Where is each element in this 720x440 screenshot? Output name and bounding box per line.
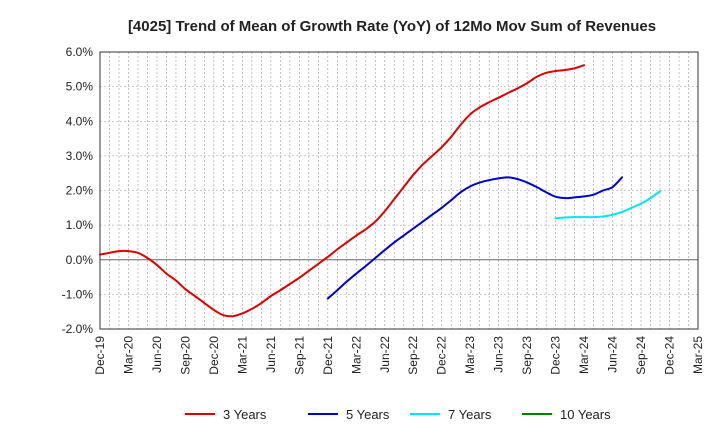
x-tick-label: Jun-20 bbox=[150, 336, 164, 373]
x-tick-label: Mar-22 bbox=[349, 336, 363, 374]
series-line-5-years bbox=[326, 176, 624, 300]
series-layer bbox=[99, 64, 662, 318]
y-tick-label: 2.0% bbox=[66, 184, 94, 198]
x-tick-label: Sep-23 bbox=[520, 336, 534, 375]
y-tick-label: 1.0% bbox=[66, 218, 94, 232]
x-tick-label: Jun-21 bbox=[264, 336, 278, 373]
x-tick-label: Sep-21 bbox=[292, 336, 306, 375]
x-tick-label: Mar-24 bbox=[577, 336, 591, 374]
y-axis-tick-labels: 6.0% 5.0% 4.0% 3.0% 2.0% 1.0% 0.0% -1.0% -2.0% bbox=[62, 45, 94, 336]
x-tick-label: Sep-24 bbox=[634, 336, 648, 375]
x-tick-label: Dec-23 bbox=[549, 336, 563, 375]
x-tick-label: Dec-24 bbox=[663, 336, 677, 375]
legend-label-5-years: 5 Years bbox=[346, 407, 390, 422]
y-tick-label: 5.0% bbox=[66, 80, 94, 94]
y-tick-label: 4.0% bbox=[66, 114, 94, 128]
x-tick-label: Mar-20 bbox=[121, 336, 135, 374]
x-tick-label: Sep-22 bbox=[406, 336, 420, 375]
x-tick-label: Dec-22 bbox=[435, 336, 449, 375]
x-tick-label: Jun-22 bbox=[378, 336, 392, 373]
grid-layer bbox=[100, 52, 698, 329]
series-line-7-years bbox=[554, 190, 662, 220]
x-tick-label: Dec-20 bbox=[207, 336, 221, 375]
y-tick-label: -2.0% bbox=[62, 322, 94, 336]
series-line-3-years bbox=[99, 64, 586, 318]
x-tick-label: Dec-19 bbox=[93, 336, 107, 375]
y-tick-label: 3.0% bbox=[66, 149, 94, 163]
x-tick-label: Dec-21 bbox=[321, 336, 335, 375]
x-tick-label: Jun-24 bbox=[606, 336, 620, 373]
x-tick-label: Mar-21 bbox=[235, 336, 249, 374]
x-tick-label: Jun-23 bbox=[492, 336, 506, 373]
x-tick-label: Mar-23 bbox=[463, 336, 477, 374]
chart-title: [4025] Trend of Mean of Growth Rate (YoY… bbox=[128, 18, 656, 35]
legend-label-7-years: 7 Years bbox=[448, 407, 492, 422]
legend-label-10-years: 10 Years bbox=[560, 407, 611, 422]
legend-label-3-years: 3 Years bbox=[223, 407, 267, 422]
x-tick-label: Mar-25 bbox=[691, 336, 705, 374]
legend: 3 Years 5 Years 7 Years 10 Years bbox=[185, 407, 611, 422]
x-axis-tick-labels: Dec-19 Mar-20 Jun-20 Sep-20 Dec-20 Mar-21 Jun-… bbox=[93, 336, 705, 375]
y-tick-label: 6.0% bbox=[66, 45, 94, 59]
plot-frame bbox=[99, 51, 699, 330]
y-tick-label: 0.0% bbox=[66, 253, 94, 267]
x-tick-label: Sep-20 bbox=[178, 336, 192, 375]
y-tick-label: -1.0% bbox=[62, 287, 94, 301]
